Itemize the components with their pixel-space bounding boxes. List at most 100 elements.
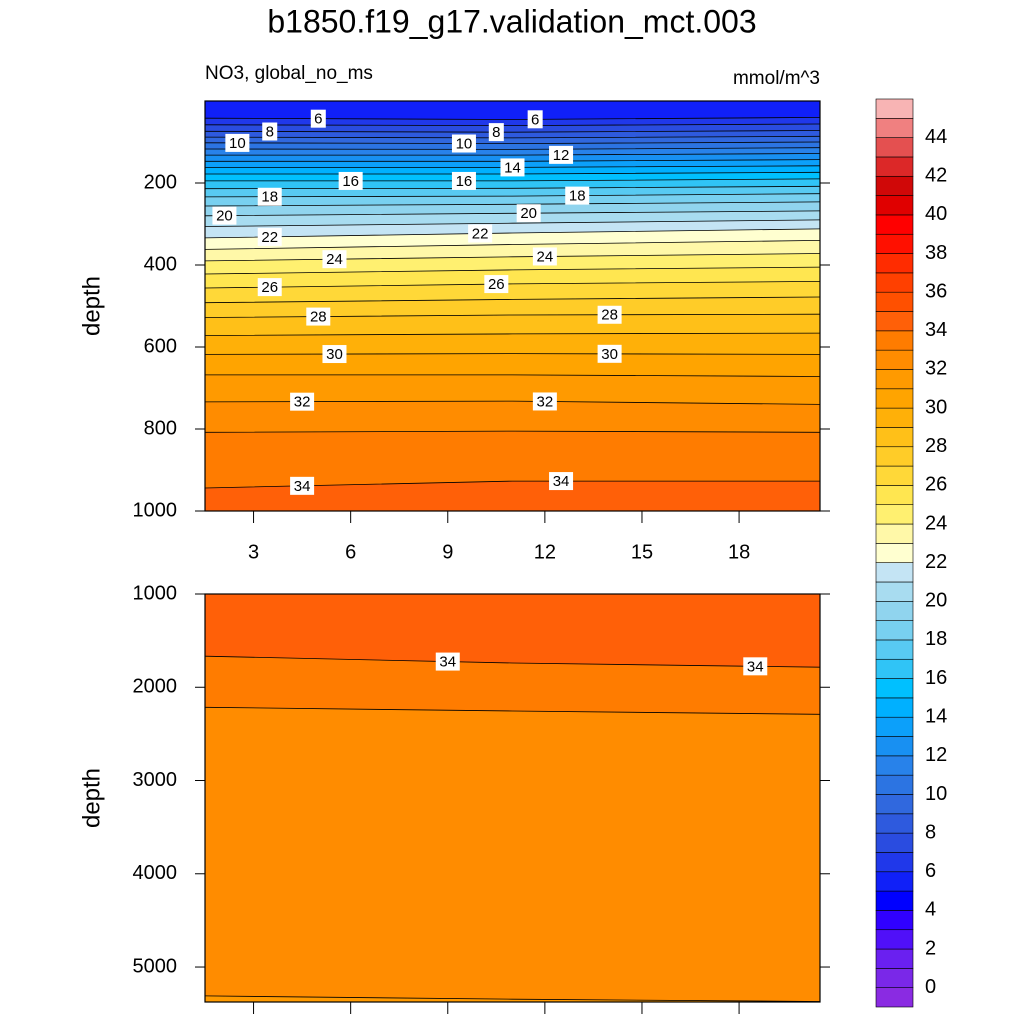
contour-line	[205, 655, 820, 668]
contour-band	[205, 594, 820, 668]
contour-band	[205, 130, 820, 138]
x-tick-label: 15	[631, 541, 653, 563]
y-tick-label: 200	[144, 171, 177, 193]
plot-area	[205, 101, 820, 511]
colorbar-box	[875, 968, 914, 988]
colorbar-box	[875, 175, 914, 196]
contour-label: 34	[294, 478, 311, 495]
contour-line	[205, 374, 820, 377]
colorbar-box	[875, 774, 914, 795]
contour-band	[205, 142, 820, 150]
colorbar-tick-label: 8	[925, 821, 936, 843]
contour-label-box	[516, 204, 541, 223]
contour-line	[205, 430, 820, 433]
y-axis-label: depth	[78, 768, 105, 828]
contour-label: 22	[472, 226, 489, 243]
contour-label-box	[257, 187, 282, 206]
contour-label-box	[743, 657, 768, 676]
colorbar-box	[875, 233, 914, 254]
y-tick-label: 1000	[133, 499, 178, 521]
contour-label-box	[468, 224, 493, 243]
contour-label: 18	[261, 189, 278, 206]
contour-label: 30	[601, 346, 618, 363]
contour-band	[205, 240, 820, 261]
colorbar-tick-label: 10	[925, 783, 947, 805]
contour-label: 30	[326, 346, 343, 363]
colorbar-box	[875, 98, 914, 119]
colorbar-box	[875, 987, 914, 1008]
contour-line	[205, 219, 820, 227]
colorbar-box	[875, 852, 914, 873]
colorbar-tick-label: 12	[925, 744, 947, 766]
colorbar-tick-label: 0	[925, 976, 936, 998]
colorbar-tick-label: 32	[925, 358, 947, 380]
contour-band	[205, 656, 820, 715]
plot-area	[205, 594, 820, 1002]
contour-label-box	[306, 307, 331, 326]
colorbar-box	[875, 716, 914, 737]
contour-label: 16	[456, 173, 473, 190]
contour-line	[205, 201, 820, 207]
colorbar-box	[875, 794, 914, 815]
colorbar-box	[875, 272, 914, 293]
contour-label: 8	[266, 123, 274, 140]
contour-label: 28	[601, 307, 618, 324]
contour-label: 26	[488, 276, 505, 293]
contour-label: 18	[569, 188, 586, 205]
contour-label-box	[310, 109, 326, 128]
colorbar-box	[875, 407, 914, 428]
colorbar-box	[875, 349, 914, 370]
contour-label-box	[565, 186, 590, 205]
contour-line	[205, 147, 820, 150]
contour-line	[205, 130, 820, 133]
contour-label-box	[435, 652, 460, 671]
colorbar-box	[875, 543, 914, 563]
y-axis-label: depth	[78, 276, 105, 336]
contour-band	[205, 431, 820, 488]
contour-label: 12	[553, 147, 570, 164]
contour-label: 20	[216, 208, 233, 225]
colorbar-box	[875, 658, 914, 679]
contour-line	[205, 185, 820, 190]
contour-label-box	[500, 158, 525, 177]
colorbar-box	[875, 562, 914, 583]
contour-line	[205, 117, 820, 120]
colorbar-box	[875, 253, 914, 274]
contour-label: 14	[504, 159, 521, 176]
contour-label: 6	[314, 111, 322, 128]
colorbar-tick-label: 36	[925, 280, 947, 302]
colorbar-tick-label: 14	[925, 705, 947, 727]
colorbar-tick-label: 20	[925, 590, 947, 612]
colorbar-box	[875, 910, 914, 931]
contour-label-box	[257, 227, 282, 246]
colorbar-box	[875, 137, 914, 158]
contour-label: 28	[310, 309, 327, 326]
colorbar-tick-label: 16	[925, 667, 947, 689]
colorbar-box	[875, 813, 914, 834]
colorbar-box	[875, 195, 914, 216]
contour-band	[205, 707, 820, 1002]
colorbar-box	[875, 427, 914, 448]
colorbar-tick-label: 40	[925, 203, 947, 225]
contour-line	[205, 706, 820, 715]
y-tick-label: 4000	[133, 862, 178, 884]
contour-label-box	[322, 250, 347, 269]
contour-line	[205, 123, 820, 127]
contour-line	[205, 995, 820, 1002]
contour-line	[205, 353, 820, 355]
chart-title: b1850.f19_g17.validation_mct.003	[267, 3, 756, 39]
subtitle-left: NO3, global_no_ms	[205, 63, 373, 84]
contour-band	[205, 117, 820, 126]
contour-band	[205, 136, 820, 144]
colorbar-tick-label: 28	[925, 435, 947, 457]
contour-label: 8	[492, 124, 500, 141]
contour-label: 26	[261, 279, 278, 296]
contour-label: 10	[229, 135, 246, 152]
contour-label-box	[338, 171, 363, 190]
colorbar-box	[875, 523, 914, 544]
contour-label: 24	[537, 248, 554, 265]
colorbar-tick-label: 38	[925, 242, 947, 264]
colorbar-box	[875, 929, 914, 950]
contour-label: 32	[537, 393, 554, 410]
